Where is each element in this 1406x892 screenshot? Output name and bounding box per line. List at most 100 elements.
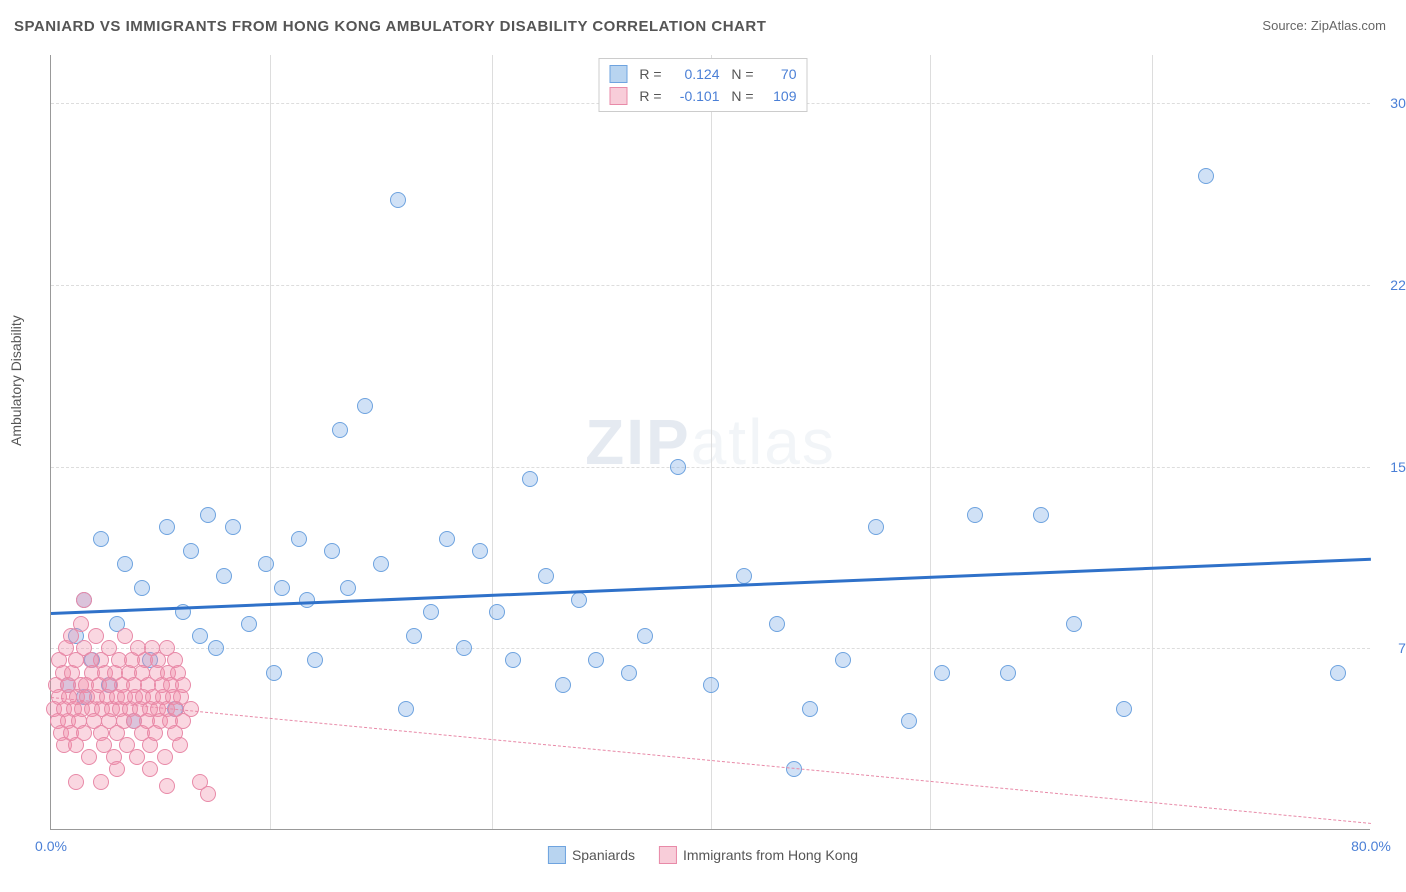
- scatter-point: [274, 580, 290, 596]
- swatch-pink: [610, 87, 628, 105]
- scatter-point: [398, 701, 414, 717]
- legend-item-spaniards: Spaniards: [548, 846, 635, 864]
- x-tick-label: 80.0%: [1351, 838, 1391, 854]
- scatter-point: [736, 568, 752, 584]
- r-label: R =: [636, 66, 662, 82]
- scatter-point: [373, 556, 389, 572]
- chart-container: SPANIARD VS IMMIGRANTS FROM HONG KONG AM…: [0, 0, 1406, 892]
- scatter-point: [142, 761, 158, 777]
- scatter-point: [505, 652, 521, 668]
- scatter-point: [1330, 665, 1346, 681]
- r-value-hongkong: -0.101: [670, 88, 720, 104]
- scatter-point: [157, 749, 173, 765]
- scatter-point: [159, 778, 175, 794]
- scatter-point: [172, 737, 188, 753]
- scatter-point: [637, 628, 653, 644]
- gridline-vertical: [930, 55, 931, 829]
- scatter-point: [571, 592, 587, 608]
- n-label: N =: [728, 88, 754, 104]
- scatter-point: [266, 665, 282, 681]
- scatter-point: [703, 677, 719, 693]
- r-value-spaniards: 0.124: [670, 66, 720, 82]
- gridline-vertical: [492, 55, 493, 829]
- scatter-point: [200, 507, 216, 523]
- scatter-point: [291, 531, 307, 547]
- scatter-point: [802, 701, 818, 717]
- scatter-point: [216, 568, 232, 584]
- scatter-point: [93, 774, 109, 790]
- scatter-point: [967, 507, 983, 523]
- gridline-vertical: [711, 55, 712, 829]
- scatter-point: [299, 592, 315, 608]
- scatter-point: [423, 604, 439, 620]
- series-label-hongkong: Immigrants from Hong Kong: [683, 847, 858, 863]
- scatter-point: [258, 556, 274, 572]
- n-value-spaniards: 70: [762, 66, 797, 82]
- scatter-point: [183, 543, 199, 559]
- legend-row-hongkong: R = -0.101 N = 109: [610, 85, 797, 107]
- source-name: ZipAtlas.com: [1311, 18, 1386, 33]
- r-label: R =: [636, 88, 662, 104]
- scatter-point: [134, 580, 150, 596]
- scatter-point: [324, 543, 340, 559]
- scatter-point: [117, 556, 133, 572]
- scatter-point: [406, 628, 422, 644]
- swatch-pink: [659, 846, 677, 864]
- scatter-point: [1198, 168, 1214, 184]
- scatter-point: [901, 713, 917, 729]
- scatter-point: [76, 592, 92, 608]
- y-tick-label: 30.0%: [1375, 95, 1406, 111]
- scatter-point: [555, 677, 571, 693]
- scatter-point: [208, 640, 224, 656]
- series-legend: Spaniards Immigrants from Hong Kong: [548, 846, 858, 864]
- gridline-vertical: [1152, 55, 1153, 829]
- scatter-point: [472, 543, 488, 559]
- scatter-point: [489, 604, 505, 620]
- gridline-vertical: [270, 55, 271, 829]
- source-label: Source:: [1262, 18, 1307, 33]
- legend-item-hongkong: Immigrants from Hong Kong: [659, 846, 858, 864]
- plot-area: ZIPatlas 7.5%15.0%22.5%30.0%0.0%80.0%: [50, 55, 1370, 830]
- scatter-point: [439, 531, 455, 547]
- scatter-point: [241, 616, 257, 632]
- scatter-point: [1033, 507, 1049, 523]
- scatter-point: [1116, 701, 1132, 717]
- scatter-point: [769, 616, 785, 632]
- scatter-point: [868, 519, 884, 535]
- scatter-point: [588, 652, 604, 668]
- scatter-point: [225, 519, 241, 535]
- scatter-point: [175, 677, 191, 693]
- scatter-point: [456, 640, 472, 656]
- scatter-point: [129, 749, 145, 765]
- scatter-point: [73, 616, 89, 632]
- correlation-legend: R = 0.124 N = 70 R = -0.101 N = 109: [599, 58, 808, 112]
- scatter-point: [1066, 616, 1082, 632]
- scatter-point: [390, 192, 406, 208]
- n-value-hongkong: 109: [762, 88, 797, 104]
- scatter-point: [159, 519, 175, 535]
- swatch-blue: [610, 65, 628, 83]
- n-label: N =: [728, 66, 754, 82]
- legend-row-spaniards: R = 0.124 N = 70: [610, 63, 797, 85]
- scatter-point: [670, 459, 686, 475]
- scatter-point: [835, 652, 851, 668]
- chart-title: SPANIARD VS IMMIGRANTS FROM HONG KONG AM…: [14, 18, 766, 35]
- scatter-point: [522, 471, 538, 487]
- scatter-point: [192, 628, 208, 644]
- scatter-point: [117, 628, 133, 644]
- x-tick-label: 0.0%: [35, 838, 67, 854]
- swatch-blue: [548, 846, 566, 864]
- scatter-point: [307, 652, 323, 668]
- scatter-point: [621, 665, 637, 681]
- scatter-point: [88, 628, 104, 644]
- y-tick-label: 15.0%: [1375, 459, 1406, 475]
- scatter-point: [68, 774, 84, 790]
- source-attribution: Source: ZipAtlas.com: [1262, 18, 1386, 33]
- scatter-point: [934, 665, 950, 681]
- scatter-point: [81, 749, 97, 765]
- scatter-point: [1000, 665, 1016, 681]
- scatter-point: [200, 786, 216, 802]
- y-tick-label: 7.5%: [1375, 640, 1406, 656]
- series-label-spaniards: Spaniards: [572, 847, 635, 863]
- scatter-point: [538, 568, 554, 584]
